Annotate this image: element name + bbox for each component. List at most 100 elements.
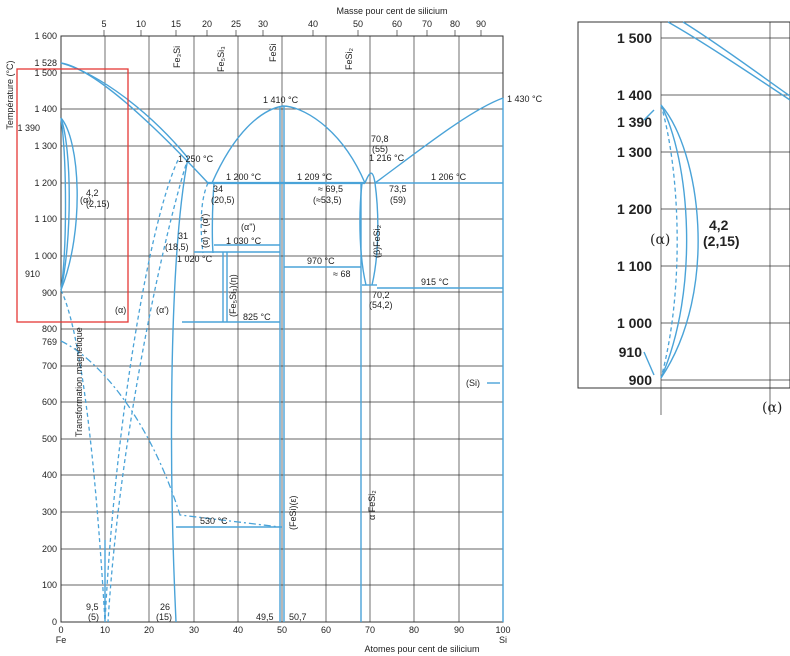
svg-text:≈ 69,5: ≈ 69,5 [318, 184, 343, 194]
svg-text:Fe₃Si: Fe₃Si [172, 46, 182, 68]
svg-text:(54,2): (54,2) [369, 300, 393, 310]
svg-text:1 500: 1 500 [34, 68, 57, 78]
inset-y-ticks: 1 500 1 400 1 390 1 300 1 200 1 100 1 00… [617, 30, 652, 388]
svg-text:1 000: 1 000 [617, 315, 652, 331]
svg-text:(Si): (Si) [466, 378, 480, 388]
svg-text:200: 200 [42, 544, 57, 554]
svg-text:900: 900 [42, 288, 57, 298]
svg-text:1 390: 1 390 [17, 123, 40, 133]
svg-text:5: 5 [101, 19, 106, 29]
svg-text:915 °C: 915 °C [421, 277, 449, 287]
svg-text:100: 100 [42, 580, 57, 590]
svg-text:90: 90 [454, 625, 464, 635]
svg-text:0: 0 [52, 617, 57, 627]
svg-text:70: 70 [365, 625, 375, 635]
svg-text:60: 60 [392, 19, 402, 29]
svg-text:50: 50 [353, 19, 363, 29]
phase-boundaries [60, 62, 504, 623]
svg-text:1 209 °C: 1 209 °C [297, 172, 333, 182]
svg-text:49,5: 49,5 [256, 612, 274, 622]
inset-zoom: 1 500 1 400 1 390 1 300 1 200 1 100 1 00… [577, 21, 790, 416]
svg-text:1 528: 1 528 [34, 58, 57, 68]
svg-text:FeSi₂: FeSi₂ [344, 47, 354, 70]
svg-text:≈ 68: ≈ 68 [333, 269, 350, 279]
svg-text:80: 80 [450, 19, 460, 29]
svg-text:1 400: 1 400 [34, 104, 57, 114]
svg-text:40: 40 [233, 625, 243, 635]
svg-text:15: 15 [171, 19, 181, 29]
svg-text:(α'): (α') [156, 305, 169, 315]
svg-text:1 100: 1 100 [617, 258, 652, 274]
svg-text:1 300: 1 300 [34, 141, 57, 151]
svg-text:1 250 °C: 1 250 °C [178, 154, 214, 164]
svg-text:40: 40 [308, 19, 318, 29]
svg-text:90: 90 [476, 19, 486, 29]
svg-text:1 600: 1 600 [34, 31, 57, 41]
svg-text:50,7: 50,7 [289, 612, 307, 622]
svg-text:700: 700 [42, 361, 57, 371]
svg-text:80: 80 [409, 625, 419, 635]
main-diagram: Masse pour cent de silicium 5 10 15 20 2… [5, 6, 543, 654]
svg-text:Fe₅Si₃: Fe₅Si₃ [216, 46, 226, 72]
svg-text:70: 70 [422, 19, 432, 29]
svg-text:100: 100 [495, 625, 510, 635]
svg-text:769: 769 [42, 337, 57, 347]
svg-text:1 216 °C: 1 216 °C [369, 153, 405, 163]
svg-text:1 200 °C: 1 200 °C [226, 172, 262, 182]
svg-text:1 410 °C: 1 410 °C [263, 95, 299, 105]
svg-text:α FeSi₂: α FeSi₂ [367, 490, 377, 520]
inset-alpha-label: (α) [650, 232, 670, 248]
svg-text:(55): (55) [372, 144, 388, 154]
svg-text:30: 30 [189, 625, 199, 635]
y-ticks: 1 600 1 528 1 500 1 400 1 390 1 300 1 20… [17, 31, 57, 627]
svg-text:300: 300 [42, 507, 57, 517]
svg-text:(Fe₅Si₃)(η): (Fe₅Si₃)(η) [228, 274, 238, 317]
svg-text:25: 25 [231, 19, 241, 29]
svg-text:10: 10 [136, 19, 146, 29]
svg-text:(α) + (α'): (α) + (α') [200, 214, 210, 248]
svg-text:0: 0 [58, 625, 63, 635]
inset-c42: 4,2 [709, 217, 729, 233]
svg-text:34: 34 [213, 184, 223, 194]
phase-labels: (α) (α) (α') Fe₃Si Fe₅Si₃ FeSi FeSi₂ (α'… [74, 43, 480, 530]
svg-text:30: 30 [258, 19, 268, 29]
svg-text:(α): (α) [80, 195, 91, 205]
svg-text:9,5: 9,5 [86, 602, 99, 612]
svg-text:70,2: 70,2 [372, 290, 390, 300]
svg-text:500: 500 [42, 434, 57, 444]
svg-text:910: 910 [25, 269, 40, 279]
svg-text:20: 20 [144, 625, 154, 635]
inset-curves [643, 21, 790, 379]
top-ticks: 5 10 15 20 25 30 40 50 60 70 80 90 [101, 19, 486, 36]
svg-text:10: 10 [100, 625, 110, 635]
svg-text:1 200: 1 200 [34, 178, 57, 188]
svg-text:1 030 °C: 1 030 °C [226, 236, 262, 246]
svg-text:1 390: 1 390 [617, 114, 652, 130]
svg-text:60: 60 [321, 625, 331, 635]
svg-text:(α): (α) [115, 305, 126, 315]
svg-text:970 °C: 970 °C [307, 256, 335, 266]
bottom-ticks: 0 10 20 30 40 50 60 70 80 90 100 [58, 625, 510, 635]
svg-text:(2,15): (2,15) [86, 199, 110, 209]
inset-alpha-bottom: (α) [762, 400, 782, 416]
svg-text:(15): (15) [156, 612, 172, 622]
highlight-box [16, 68, 129, 323]
svg-text:800: 800 [42, 324, 57, 334]
bottom-axis-title: Atomes pour cent de silicium [364, 644, 479, 654]
svg-text:31: 31 [178, 231, 188, 241]
svg-text:1 500: 1 500 [617, 30, 652, 46]
svg-text:(20,5): (20,5) [211, 195, 235, 205]
svg-text:50: 50 [277, 625, 287, 635]
svg-text:910: 910 [619, 344, 643, 360]
bottom-right-element: Si [499, 635, 507, 645]
svg-text:4,2: 4,2 [86, 188, 99, 198]
top-axis-title: Masse pour cent de silicium [336, 6, 447, 16]
svg-text:Transformation magnétique: Transformation magnétique [74, 327, 84, 437]
inset-c215: (2,15) [703, 233, 740, 249]
svg-text:1 020 °C: 1 020 °C [177, 254, 213, 264]
svg-text:(β)FeSi₂: (β)FeSi₂ [372, 224, 382, 258]
svg-text:(≈53,5): (≈53,5) [313, 195, 341, 205]
svg-text:1 000: 1 000 [34, 251, 57, 261]
svg-text:1 300: 1 300 [617, 144, 652, 160]
